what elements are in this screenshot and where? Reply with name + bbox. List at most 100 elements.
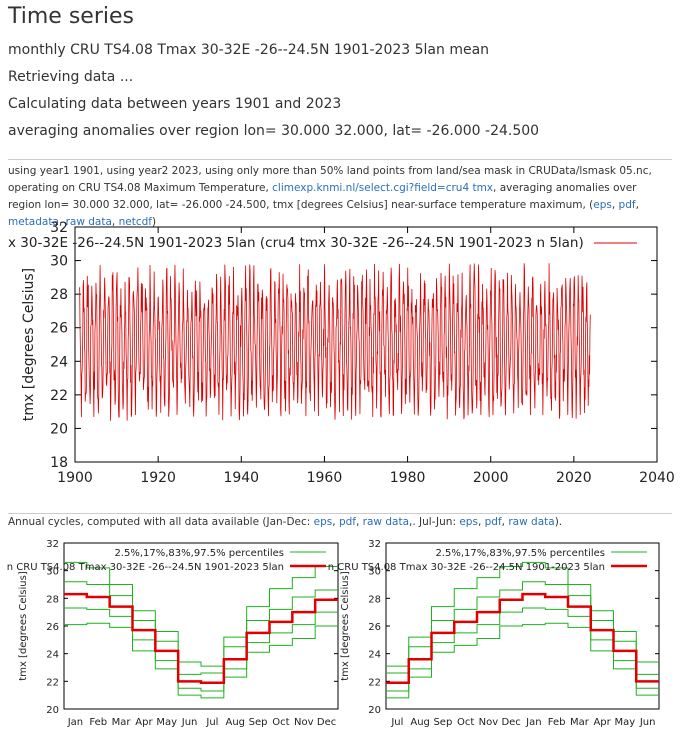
x-tick-label: 1960 (307, 470, 343, 486)
x-tick-label: Dec (317, 717, 336, 728)
y-tick-label: 32 (368, 539, 381, 550)
raw-data-link-jul-jun[interactable]: raw data (508, 516, 555, 528)
annual-cycles-note: Annual cycles, computed with all data av… (8, 514, 672, 531)
percentile-line (386, 561, 659, 667)
status-retrieving: Retrieving data ... (8, 69, 134, 85)
x-tick-label: Mar (112, 717, 132, 728)
divider (8, 159, 672, 160)
status-calculating: Calculating data between years 1901 and … (8, 96, 342, 112)
x-tick-label: Nov (294, 717, 314, 728)
pdf-link[interactable]: pdf (618, 199, 636, 211)
mean-line (386, 592, 659, 684)
x-tick-label: 1920 (140, 470, 176, 486)
y-tick-label: 24 (50, 354, 68, 370)
processing-note: using year1 1901, using year2 2023, usin… (8, 163, 672, 231)
x-tick-label: Jul (390, 717, 403, 728)
y-tick-label: 32 (46, 539, 59, 550)
separator: , (355, 516, 363, 528)
x-tick-label: Apr (593, 717, 611, 728)
y-axis-label: tmx [degrees Celsius] (18, 571, 29, 681)
y-tick-label: 32 (50, 220, 68, 236)
metadata-link[interactable]: metadata (8, 216, 59, 228)
chart-title: x 30-32E -26--24.5N 1901-2023 5lan (cru4… (8, 235, 584, 251)
y-tick-label: 22 (50, 388, 68, 404)
note-text: , averaging anomalies over region lon= 3… (8, 182, 637, 211)
x-tick-label: Aug (410, 717, 430, 728)
x-tick-label: Dec (501, 717, 520, 728)
note-text: ,. Jul-Jun: (409, 516, 460, 528)
series-line (78, 263, 591, 421)
y-tick-label: 28 (46, 594, 59, 605)
y-tick-label: 28 (368, 594, 381, 605)
y-tick-label: 30 (368, 567, 381, 578)
y-tick-label: 22 (46, 677, 59, 688)
eps-link-jul-jun[interactable]: eps (459, 516, 478, 528)
y-axis-label: tmx [degrees Celsius] (21, 268, 37, 421)
divider (8, 513, 672, 514)
y-tick-label: 24 (368, 650, 381, 661)
x-tick-label: 2020 (556, 470, 592, 486)
eps-link-jan-dec[interactable]: eps (313, 516, 333, 528)
separator: , (58, 216, 66, 228)
x-tick-label: Sep (433, 717, 452, 728)
x-tick-label: Oct (457, 717, 474, 728)
x-tick-label: Sep (249, 717, 268, 728)
x-tick-label: Jan (67, 717, 83, 728)
x-tick-label: Oct (272, 717, 289, 728)
time-series-chart: 18 20 22 24 26 28 30 32 1900 1920 1940 1960 1980 2000… (8, 220, 675, 486)
separator: , (332, 516, 339, 528)
annual-cycle-chart-jan-dec: 20 22 24 26 28 30 32 Jan Feb Mar Apr May Jun Jul Aug Se… (7, 539, 339, 728)
select-link[interactable]: climexp.knmi.nl/select.cgi?field=cru4 tm… (272, 182, 494, 194)
x-tick-label: May (156, 717, 177, 728)
raw-data-link-jan-dec[interactable]: raw data (362, 516, 409, 528)
separator: , (635, 199, 639, 211)
plot-frame (74, 226, 658, 463)
x-tick-label: Jul (205, 717, 218, 728)
y-tick-label: 20 (46, 705, 59, 716)
y-tick-label: 28 (50, 287, 68, 303)
x-tick-label: 1980 (390, 470, 426, 486)
netcdf-link[interactable]: netcdf (118, 216, 152, 228)
separator: , (477, 516, 485, 528)
y-tick-label: 18 (50, 455, 68, 471)
y-tick-label: 30 (50, 254, 68, 270)
percentile-line (64, 622, 338, 699)
x-tick-label: Aug (225, 717, 245, 728)
x-tick-label: 2040 (639, 470, 675, 486)
x-tick-label: Nov (479, 717, 499, 728)
y-tick-label: 22 (368, 677, 381, 688)
raw-data-link[interactable]: raw data (65, 216, 112, 228)
x-tick-label: 1900 (57, 470, 93, 486)
separator: ) (151, 216, 157, 228)
y-tick-label: 26 (368, 622, 381, 633)
legend-label-mean: n CRU TS4.08 Tmax 30-32E -26--24.5N 1901… (328, 562, 605, 573)
percentile-line (386, 607, 659, 692)
separator: ). (554, 516, 563, 528)
x-tick-label: 2000 (473, 470, 509, 486)
percentile-line (64, 561, 338, 667)
x-tick-label: Jun (181, 717, 198, 728)
x-tick-label: 1940 (223, 470, 259, 486)
pdf-link-jan-dec[interactable]: pdf (338, 516, 356, 528)
annual-cycle-chart-jul-jun: 20 22 24 26 28 30 32 Jul Aug Sep Oct Nov Dec Jan Feb Ma… (328, 539, 660, 728)
separator: , (501, 516, 509, 528)
separator: , (111, 216, 119, 228)
percentile-line (64, 607, 338, 692)
y-tick-label: 20 (368, 705, 381, 716)
page-title: Time series (8, 4, 134, 29)
separator: , (611, 199, 619, 211)
x-tick-label: Jun (639, 717, 656, 728)
y-tick-label: 20 (50, 421, 68, 437)
series-description: monthly CRU TS4.08 Tmax 30-32E -26--24.5… (8, 42, 490, 58)
legend-label-percentiles: 2.5%,17%,83%,97.5% percentiles (435, 548, 605, 559)
y-tick-label: 26 (50, 321, 68, 337)
status-averaging: averaging anomalies over region lon= 30.… (8, 123, 540, 139)
x-tick-label: Jan (525, 717, 541, 728)
y-tick-label: 26 (46, 622, 59, 633)
eps-link[interactable]: eps (593, 199, 612, 211)
y-axis-label: tmx [degrees Celsius] (340, 571, 351, 681)
note-text: Annual cycles, computed with all data av… (8, 516, 314, 528)
pdf-link-jul-jun[interactable]: pdf (484, 516, 502, 528)
x-tick-label: May (615, 717, 636, 728)
legend-label-mean: n CRU TS4.08 Tmax 30-32E -26--24.5N 1901… (7, 562, 284, 573)
